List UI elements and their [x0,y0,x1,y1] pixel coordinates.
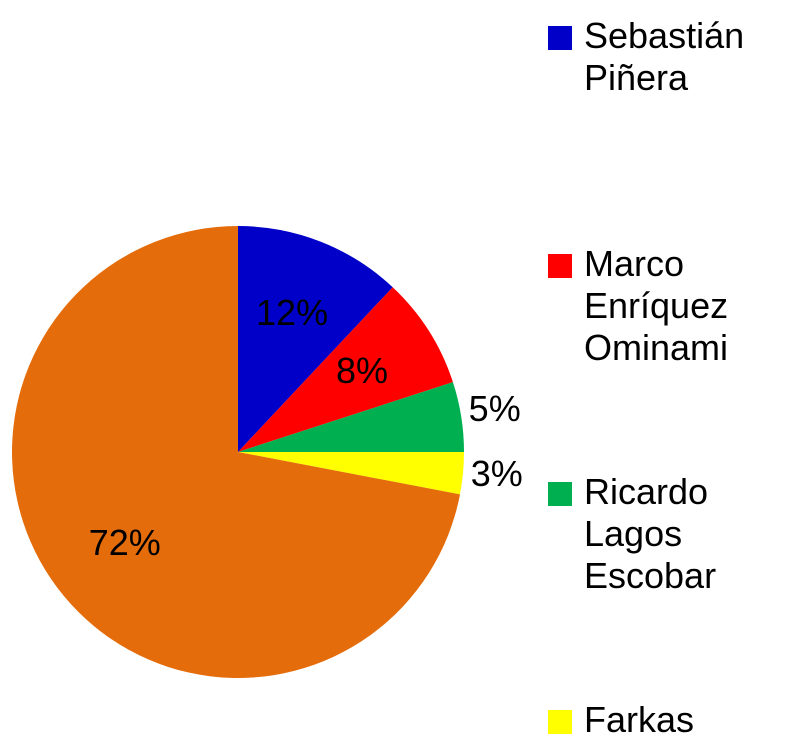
legend-line: Enríquez [584,285,738,326]
legend-line: Farkas [584,699,694,734]
legend-label: Marco Enríquez Ominami [584,243,738,368]
legend-line: Ricardo [584,471,718,512]
legend-label: Farkas [584,699,694,734]
legend-label: Sebastián Piñera [584,15,754,98]
data-label: 12% [256,292,328,333]
pie-slice [238,287,453,452]
legend-line: Ominami [584,327,728,368]
pie-slice [11,226,460,678]
pie-slice [238,382,464,452]
legend-line: Marco [584,243,694,284]
legend-swatch [548,710,572,734]
data-label: 3% [471,453,523,494]
legend-line: Lagos [584,513,692,554]
legend-swatch [548,26,572,50]
legend-line: Piñera [584,57,689,98]
data-label: 5% [469,388,521,429]
legend-swatch [548,482,572,506]
legend-line: Escobar [584,555,716,596]
legend-swatch [548,254,572,278]
data-label: 72% [89,522,161,563]
pie-slice [238,226,393,452]
legend-label: Ricardo Lagos Escobar [584,471,718,596]
legend-line: Sebastián [584,15,754,56]
pie-slice [238,452,464,495]
data-label: 8% [336,350,388,391]
